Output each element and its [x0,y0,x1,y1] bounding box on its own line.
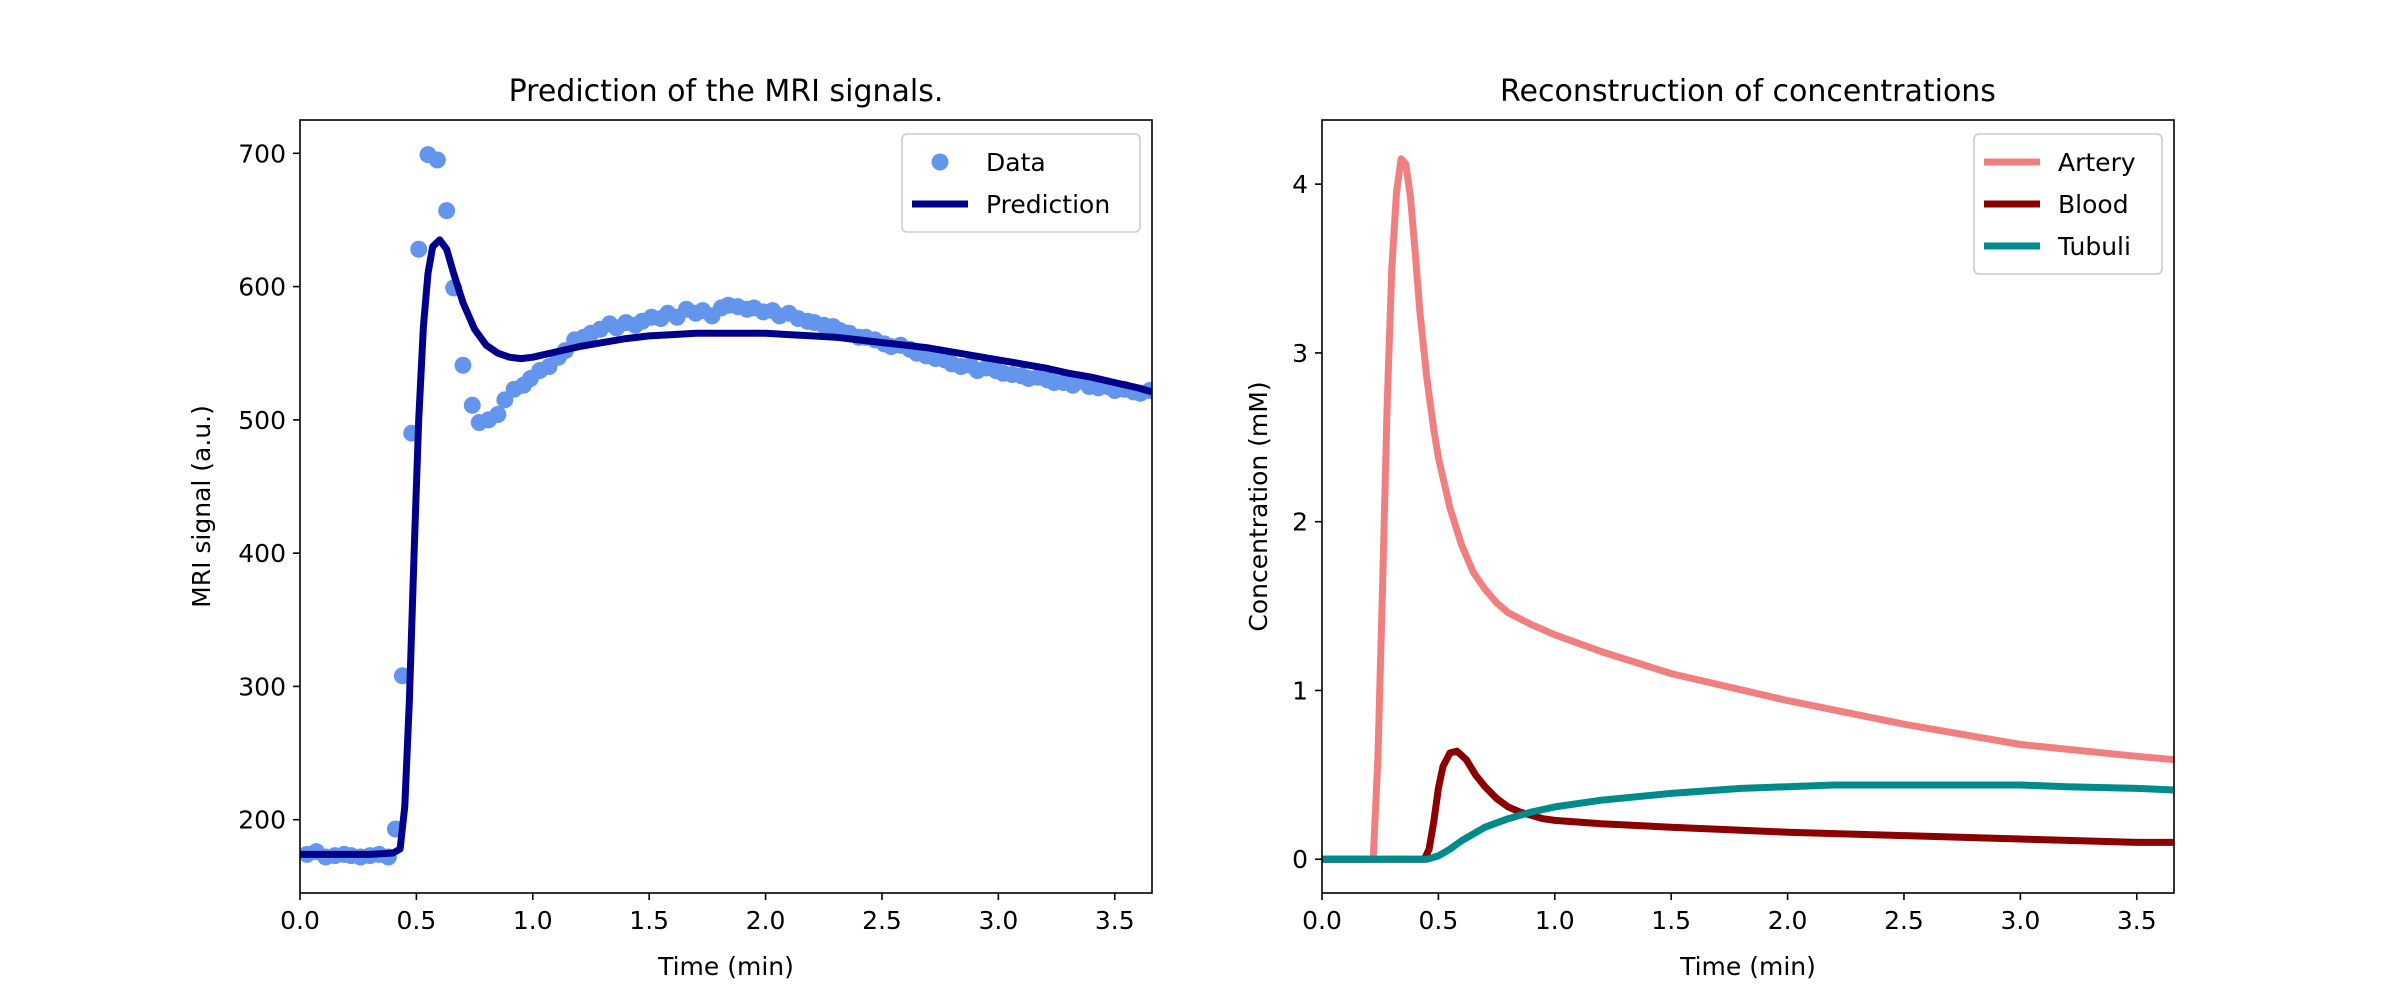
data-point [489,406,507,424]
series-line-artery [1322,155,2174,863]
y-axis-label: Concentration (mM) [1244,381,1273,631]
x-tick-label: 0.0 [1302,906,1342,935]
chart-title: Prediction of the MRI signals. [509,74,944,109]
data-point [410,240,428,258]
y-tick-label: 400 [238,539,286,568]
legend-label: Artery [2058,148,2136,177]
chart-panel-1: 0.0 0.5 1.0 1.5 2.0 2.5 3.0 3.5 200 300 400 500 600 7… [187,74,1153,981]
plot-area [1322,155,2174,863]
data-point [428,151,446,169]
x-tick-label: 1.5 [1651,906,1691,935]
axes-frame [299,119,1153,894]
x-tick-label: 1.0 [513,906,553,935]
data-point [463,396,481,414]
x-tick-label: 2.5 [862,906,902,935]
x-tick-label: 3.0 [978,906,1018,935]
y-tick-label: 700 [238,139,286,168]
x-tick-label: 3.0 [2000,906,2040,935]
series-line-prediction [300,236,1152,858]
series-data [300,146,1152,866]
legend-label: Data [986,148,1046,177]
x-tick-label: 0.0 [280,906,320,935]
data-point [438,202,456,220]
y-tick-label: 3 [1292,339,1308,368]
x-tick-label: 2.0 [1768,906,1808,935]
data-point [454,356,472,374]
y-tick-label: 2 [1292,508,1308,537]
x-tick-label: 0.5 [397,906,437,935]
x-axis-label: Time (min) [657,952,794,981]
plot-area [300,146,1152,866]
x-tick-label: 0.5 [1419,906,1459,935]
series-line-tubuli [1322,781,2174,863]
y-axis-label: MRI signal (a.u.) [187,405,216,608]
x-tick-label: 3.5 [1095,906,1135,935]
y-tick-label: 200 [238,806,286,835]
legend-label: Blood [2058,190,2129,219]
x-axis-label: Time (min) [1679,952,1816,981]
legend-marker [931,153,949,171]
y-tick-label: 600 [238,273,286,302]
legend: Artery Blood Tubuli [1973,133,2163,275]
y-tick-label: 0 [1292,845,1308,874]
legend: Data Prediction [901,133,1141,233]
legend-box [1973,133,2163,275]
x-tick-label: 3.5 [2117,906,2157,935]
y-tick-label: 300 [238,672,286,701]
legend-label: Tubuli [2057,232,2131,261]
x-tick-label: 1.5 [629,906,669,935]
y-tick-label: 500 [238,406,286,435]
axes-frame [1321,119,2175,894]
x-tick-label: 1.0 [1535,906,1575,935]
y-tick-label: 4 [1292,170,1308,199]
series-line-blood [1322,747,2174,863]
x-tick-label: 2.0 [746,906,786,935]
x-tick-label: 2.5 [1884,906,1924,935]
legend-label: Prediction [986,190,1110,219]
y-tick-label: 1 [1292,676,1308,705]
chart-panel-2: 0.0 0.5 1.0 1.5 2.0 2.5 3.0 3.5 0 1 2 3 4 Reconstruct… [1244,74,2175,981]
chart-title: Reconstruction of concentrations [1500,74,1996,109]
